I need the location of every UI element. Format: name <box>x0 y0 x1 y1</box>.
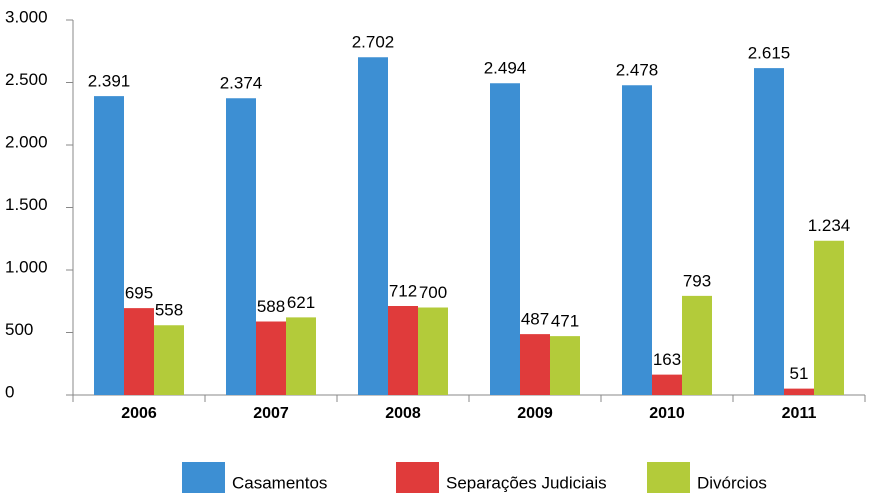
bar <box>418 307 448 395</box>
x-tick-label: 2011 <box>782 405 817 422</box>
y-tick-label: 2.500 <box>5 70 48 89</box>
y-tick-label: 1.500 <box>5 195 48 214</box>
value-label: 1.234 <box>808 216 851 235</box>
value-label: 2.615 <box>748 44 791 63</box>
bar <box>358 57 388 395</box>
bar <box>814 240 844 395</box>
value-label: 487 <box>521 310 549 329</box>
legend-label: Separações Judiciais <box>446 473 607 492</box>
x-tick-label: 2006 <box>121 405 157 422</box>
value-label: 2.478 <box>616 61 659 80</box>
bar <box>490 83 520 395</box>
y-tick-label: 500 <box>5 320 33 339</box>
y-tick-label: 2.000 <box>5 132 48 151</box>
value-label: 621 <box>287 293 315 312</box>
y-tick-label: 3.000 <box>5 7 48 26</box>
bar <box>256 321 286 395</box>
bar <box>520 334 550 395</box>
bar <box>388 306 418 395</box>
value-label: 471 <box>551 312 579 331</box>
bar <box>784 388 814 395</box>
legend-label: Casamentos <box>232 473 327 492</box>
value-label: 700 <box>419 283 447 302</box>
bar <box>652 374 682 395</box>
value-label: 163 <box>653 350 681 369</box>
x-tick-label: 2007 <box>253 405 289 422</box>
value-label: 793 <box>683 271 711 290</box>
value-label: 2.374 <box>220 74 263 93</box>
x-tick-label: 2008 <box>385 405 421 422</box>
bar <box>550 336 580 395</box>
bar <box>94 96 124 395</box>
value-label: 695 <box>125 284 153 303</box>
value-label: 2.391 <box>88 72 131 91</box>
bar <box>754 68 784 395</box>
legend-swatch <box>396 462 439 493</box>
bar <box>682 295 712 395</box>
value-label: 588 <box>257 297 285 316</box>
y-tick-label: 0 <box>5 382 14 401</box>
bar <box>154 325 184 395</box>
value-label: 2.494 <box>484 59 527 78</box>
bar <box>286 317 316 395</box>
bar <box>226 98 256 395</box>
legend-label: Divórcios <box>697 473 767 492</box>
legend-swatch <box>182 462 225 493</box>
legend-swatch <box>647 462 690 493</box>
value-label: 712 <box>389 281 417 300</box>
bar <box>124 308 154 395</box>
value-label: 51 <box>790 364 809 383</box>
x-tick-label: 2010 <box>649 405 685 422</box>
value-label: 2.702 <box>352 33 395 52</box>
y-tick-label: 1.000 <box>5 257 48 276</box>
bar <box>622 85 652 395</box>
x-tick-label: 2009 <box>517 405 553 422</box>
value-label: 558 <box>155 301 183 320</box>
